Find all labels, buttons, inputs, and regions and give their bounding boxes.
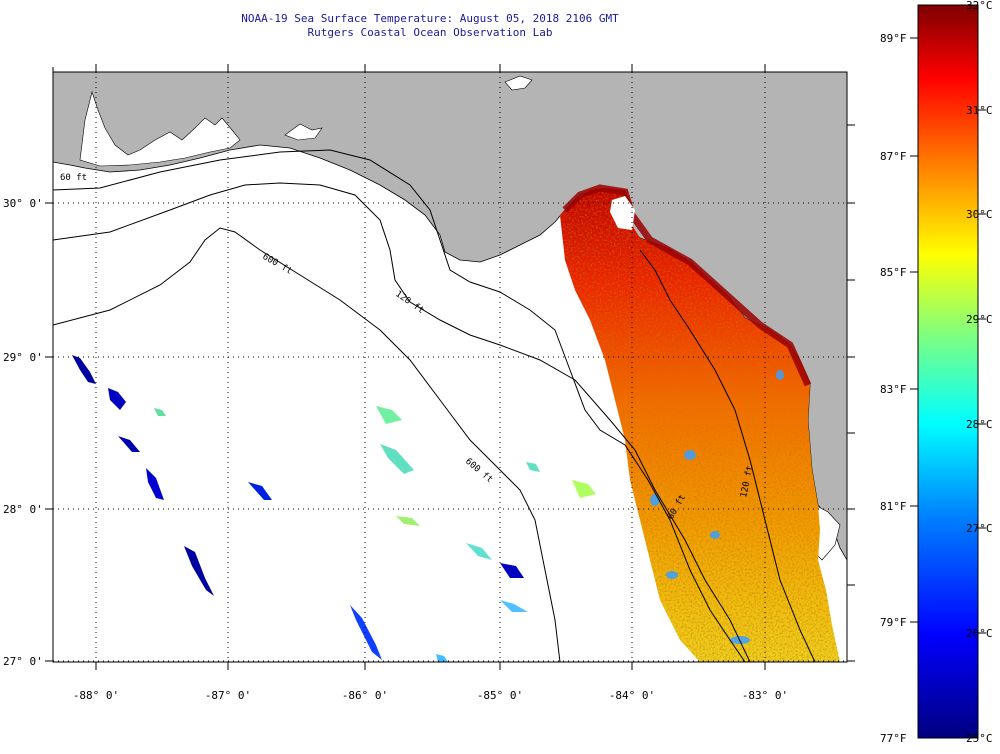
lat-label: 27° 0' — [3, 655, 43, 668]
svg-text:60 ft: 60 ft — [60, 173, 87, 183]
lat-label: 28° 0' — [3, 503, 43, 516]
graticule — [53, 72, 847, 662]
lon-label: -84° 0' — [609, 689, 655, 702]
sst-blobs — [72, 355, 596, 662]
colorbar-f-label: 81°F — [880, 500, 907, 513]
lon-label: -83° 0' — [742, 689, 788, 702]
map-frame — [52, 71, 848, 663]
colorbar-f-label: 83°F — [880, 383, 907, 396]
lat-label: 30° 0' — [3, 197, 43, 210]
axis-ticks — [45, 64, 855, 670]
colorbar-f-label: 87°F — [880, 150, 907, 163]
map-subtitle: Rutgers Coastal Ocean Observation Lab — [307, 26, 553, 39]
latitude-labels: 30° 0' 29° 0' 28° 0' 27° 0' — [3, 197, 43, 668]
colorbar-f-label: 89°F — [880, 32, 907, 45]
lon-label: -85° 0' — [477, 689, 523, 702]
lon-label: -87° 0' — [205, 689, 251, 702]
map-title: NOAA-19 Sea Surface Temperature: August … — [241, 12, 619, 25]
colorbar-f-label: 77°F — [880, 732, 907, 745]
longitude-labels: -88° 0' -87° 0' -86° 0' -85° 0' -84° 0' … — [73, 689, 788, 702]
colorbar-c-label: 31°C — [966, 104, 993, 117]
colorbar-c-label: 28°C — [966, 418, 993, 431]
lon-label: -86° 0' — [342, 689, 388, 702]
colorbar-scale — [917, 4, 979, 739]
lon-label: -88° 0' — [73, 689, 119, 702]
lat-label: 29° 0' — [3, 351, 43, 364]
colorbar-c-label: 25°C — [966, 732, 993, 745]
colorbar-f-label: 85°F — [880, 266, 907, 279]
colorbar-c-label: 26°C — [966, 627, 993, 640]
colorbar-f-label: 79°F — [880, 616, 907, 629]
colorbar-c-label: 30°C — [966, 208, 993, 221]
colorbar: 32°C 31°C 30°C 29°C 28°C 27°C 26°C 25°C … — [880, 0, 993, 745]
colorbar-c-label: 27°C — [966, 522, 993, 535]
colorbar-c-label: 32°C — [966, 0, 993, 12]
colorbar-c-label: 29°C — [966, 313, 993, 326]
